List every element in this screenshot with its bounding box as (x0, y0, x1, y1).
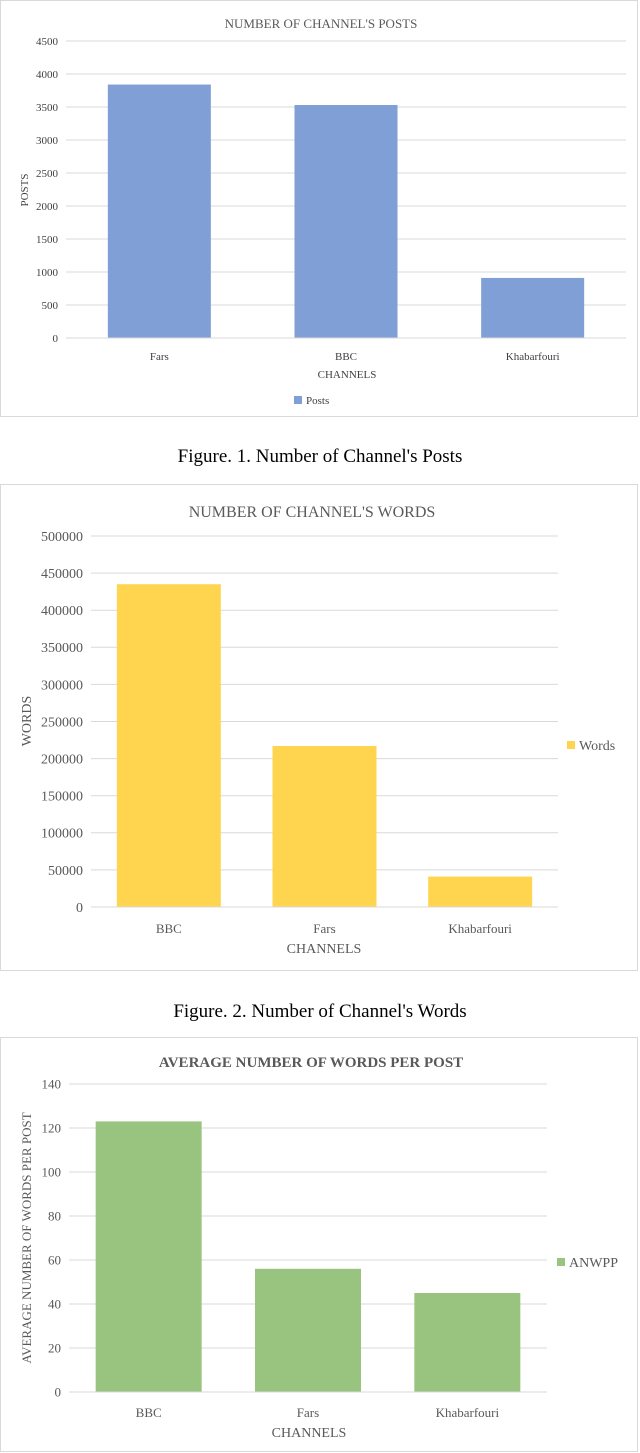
y-tick-label: 50000 (48, 864, 83, 879)
y-axis-title: AVERAGE NUMBER OF WORDS PER POST (19, 1112, 34, 1363)
y-tick-label: 200000 (41, 753, 83, 768)
posts-chart: NUMBER OF CHANNEL'S POSTS 0 500 1000 1500 200… (19, 16, 626, 407)
y-tick-label: 1000 (36, 267, 59, 279)
y-tick-label: 80 (48, 1209, 61, 1224)
chart-title: NUMBER OF CHANNEL'S POSTS (225, 16, 418, 31)
x-category-label: Khabarfouri (436, 1405, 500, 1420)
chart-title: AVERAGE NUMBER OF WORDS PER POST (159, 1055, 463, 1071)
y-tick-label: 4500 (36, 36, 59, 48)
x-category-label: Fars (297, 1405, 319, 1420)
x-category-label: BBC (335, 351, 357, 363)
y-tick-label: 3500 (36, 102, 59, 114)
y-tick-label: 2000 (36, 201, 59, 213)
x-axis-title: CHANNELS (272, 1426, 347, 1441)
bar-fars (107, 84, 211, 338)
y-tick-label: 2500 (36, 168, 59, 180)
y-tick-label: 500 (42, 300, 59, 312)
words-chart: NUMBER OF CHANNEL'S WORDS 0 50000 100000 150… (20, 504, 615, 957)
chart-title: NUMBER OF CHANNEL'S WORDS (189, 504, 436, 521)
y-tick-label: 500000 (41, 530, 83, 545)
y-tick-label: 120 (42, 1121, 62, 1136)
bar-khabarfouri (428, 876, 533, 907)
x-category-label: Fars (313, 921, 335, 936)
bar-bbc (116, 584, 221, 907)
legend-label: ANWPP (569, 1256, 618, 1271)
bar-fars (272, 745, 377, 907)
y-tick-label: 1500 (36, 234, 59, 246)
y-tick-label: 250000 (41, 715, 83, 730)
y-tick-label: 300000 (41, 678, 83, 693)
x-axis-title: CHANNELS (287, 942, 362, 957)
x-category-label: Khabarfouri (448, 921, 512, 936)
x-category-label: Khabarfouri (506, 351, 560, 363)
y-tick-label: 0 (76, 901, 83, 916)
y-tick-label: 60 (48, 1253, 61, 1268)
y-axis-title: POSTS (19, 173, 31, 206)
y-tick-label: 0 (53, 333, 59, 345)
y-tick-label: 150000 (41, 790, 83, 805)
legend-swatch (567, 741, 575, 749)
bar-bbc (95, 1121, 202, 1392)
y-tick-label: 400000 (41, 604, 83, 619)
y-tick-label: 40 (48, 1297, 61, 1312)
y-tick-label: 100 (42, 1165, 62, 1180)
y-tick-label: 350000 (41, 641, 83, 656)
y-tick-label: 3000 (36, 135, 59, 147)
y-tick-label: 0 (55, 1385, 62, 1400)
figure-2-caption: Figure. 2. Number of Channel's Words (173, 1001, 467, 1022)
posts-chart-panel: NUMBER OF CHANNEL'S POSTS 0 500 1000 1500 200… (0, 0, 638, 417)
figure-1-caption: Figure. 1. Number of Channel's Posts (177, 446, 463, 467)
legend-label: Posts (306, 395, 329, 407)
y-tick-label: 20 (48, 1341, 61, 1356)
y-axis-title: WORDS (20, 696, 35, 747)
x-category-label: BBC (136, 1405, 162, 1420)
y-tick-label: 4000 (36, 69, 59, 81)
bar-bbc (294, 105, 398, 339)
legend-label: Words (579, 739, 615, 754)
x-axis-title: CHANNELS (318, 369, 377, 381)
words-chart-panel: NUMBER OF CHANNEL'S WORDS 0 50000 100000 150… (0, 484, 638, 971)
anwpp-chart-panel: AVERAGE NUMBER OF WORDS PER POST 0 20 40 60 8… (0, 1037, 638, 1452)
bar-fars (255, 1268, 361, 1392)
anwpp-chart: AVERAGE NUMBER OF WORDS PER POST 0 20 40 60 8… (19, 1055, 618, 1441)
x-category-label: BBC (156, 921, 182, 936)
y-tick-label: 100000 (41, 827, 83, 842)
y-tick-label: 140 (42, 1077, 62, 1092)
bar-khabarfouri (481, 277, 585, 338)
legend-swatch (294, 396, 302, 404)
bar-khabarfouri (414, 1293, 521, 1392)
legend-swatch (557, 1258, 565, 1266)
y-tick-label: 450000 (41, 567, 83, 582)
x-category-label: Fars (150, 351, 169, 363)
